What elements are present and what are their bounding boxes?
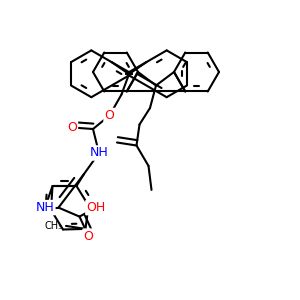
Text: O: O bbox=[105, 109, 114, 122]
Text: CH₃: CH₃ bbox=[45, 221, 63, 231]
Text: NH: NH bbox=[36, 201, 54, 214]
Text: O: O bbox=[84, 230, 93, 243]
Text: O: O bbox=[67, 121, 77, 134]
Text: OH: OH bbox=[86, 201, 106, 214]
Text: NH: NH bbox=[90, 146, 108, 160]
